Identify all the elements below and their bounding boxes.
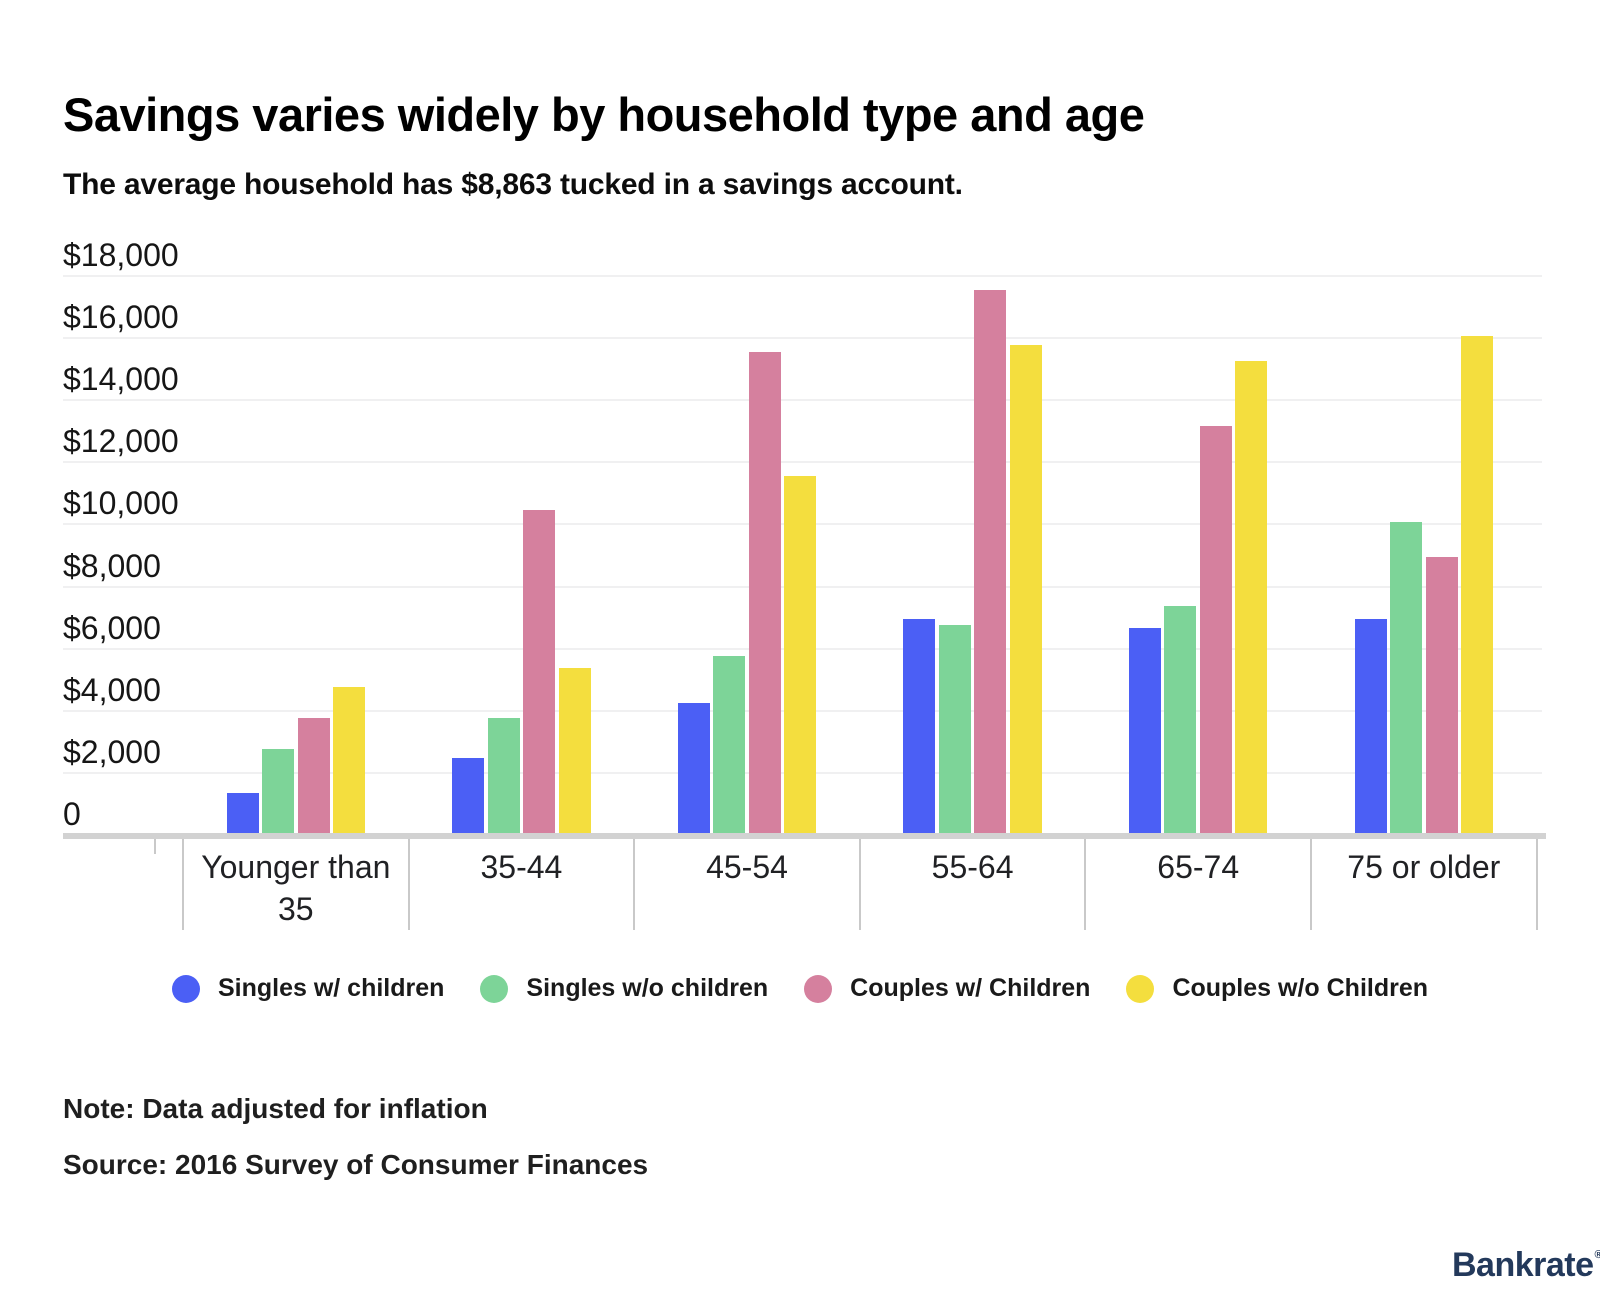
note-text: Note: Data adjusted for inflation <box>63 1093 488 1124</box>
x-axis-line <box>63 833 1546 839</box>
registered-mark: ® <box>1594 1249 1600 1261</box>
legend-item: Singles w/ children <box>171 974 445 1003</box>
legend-item: Couples w/ Children <box>804 974 1090 1003</box>
y-axis-tick-label: $6,000 <box>63 609 161 646</box>
legend-color-dot-icon <box>1126 974 1155 1003</box>
y-axis-tick-label: $8,000 <box>63 547 161 584</box>
legend-label: Singles w/ children <box>217 974 445 1002</box>
category-divider <box>182 839 184 930</box>
y-axis-tick-label: $10,000 <box>63 485 179 522</box>
bar-couples-w-children <box>974 289 1007 833</box>
x-axis-category-label: 45-54 <box>706 849 788 885</box>
x-axis-category-label: 65-74 <box>1157 849 1240 885</box>
bar-couples-w-o-children <box>333 687 366 833</box>
bar-couples-w-o-children <box>784 475 817 833</box>
y-axis-tick-label: $18,000 <box>63 237 179 273</box>
y-axis-tick-label: $12,000 <box>63 423 179 460</box>
bar-singles-w-children <box>1128 628 1161 833</box>
legend-item: Couples w/o Children <box>1126 974 1428 1003</box>
y-gridline <box>63 275 1542 277</box>
legend-color-dot-icon <box>480 974 509 1003</box>
bar-couples-w-children <box>523 510 556 833</box>
bar-couples-w-o-children <box>1461 336 1494 833</box>
source-text: Source: 2016 Survey of Consumer Finances <box>63 1149 649 1180</box>
bar-singles-w-children <box>903 618 936 833</box>
y-axis-tick-label: $14,000 <box>63 361 179 398</box>
y-axis-tick-label: $16,000 <box>63 299 179 336</box>
bar-couples-w-children <box>1199 426 1232 833</box>
category-divider <box>407 839 410 930</box>
x-axis-category-label: Younger than 35 <box>201 849 391 927</box>
bar-singles-w-children <box>452 758 485 833</box>
x-axis-category-label: 55-64 <box>931 849 1014 885</box>
y-gridline <box>63 399 1542 402</box>
legend-label: Singles w/o children <box>526 974 769 1002</box>
bar-singles-w-o-children <box>938 624 971 833</box>
y-axis-tick-label: $4,000 <box>63 671 161 708</box>
bar-singles-w-o-children <box>713 655 746 833</box>
category-divider <box>1535 839 1538 930</box>
legend-color-dot-icon <box>804 974 833 1003</box>
bar-singles-w-children <box>677 702 710 833</box>
bar-singles-w-o-children <box>487 718 520 833</box>
chart-title: Savings varies widely by household type … <box>63 88 1145 142</box>
bar-singles-w-o-children <box>1164 606 1197 833</box>
axis-left-tick <box>154 839 156 854</box>
bar-couples-w-children <box>748 351 781 833</box>
bar-couples-w-children <box>1425 556 1458 833</box>
plot-area: 0 $2,000 $4,000 $6,000 $8,000 $10,000 $12,000 $… <box>63 237 1546 930</box>
legend-item: Singles w/o children <box>480 974 768 1003</box>
legend-label: Couples w/ Children <box>850 974 1091 1002</box>
x-axis-category-label: 35-44 <box>480 849 563 885</box>
y-axis-tick-label: 0 <box>63 796 81 832</box>
bar-couples-w-o-children <box>558 668 591 833</box>
bankrate-logo: Bankrate® <box>1452 1246 1600 1285</box>
category-divider <box>858 839 861 930</box>
y-axis-tick-label: $2,000 <box>63 733 161 770</box>
legend-label: Couples w/o Children <box>1172 974 1429 1002</box>
legend: Singles w/ children Singles w/o children C… <box>0 974 1600 1003</box>
bar-couples-w-o-children <box>1235 360 1268 833</box>
bar-singles-w-o-children <box>1390 522 1423 833</box>
x-axis-category-label: 75 or older <box>1347 849 1501 885</box>
bankrate-logo-text: Bankrate <box>1452 1246 1594 1284</box>
bar-singles-w-o-children <box>262 749 295 833</box>
category-divider <box>1084 839 1087 930</box>
category-divider <box>1310 839 1312 930</box>
y-gridline <box>63 461 1542 464</box>
bar-couples-w-children <box>297 718 330 833</box>
category-divider <box>633 839 636 930</box>
bar-singles-w-children <box>1354 618 1387 833</box>
y-gridline <box>63 337 1542 340</box>
bar-singles-w-children <box>226 792 259 833</box>
legend-color-dot-icon <box>171 974 200 1003</box>
chart-subtitle: The average household has $8,863 tucked … <box>63 168 963 201</box>
bar-couples-w-o-children <box>1009 345 1042 833</box>
